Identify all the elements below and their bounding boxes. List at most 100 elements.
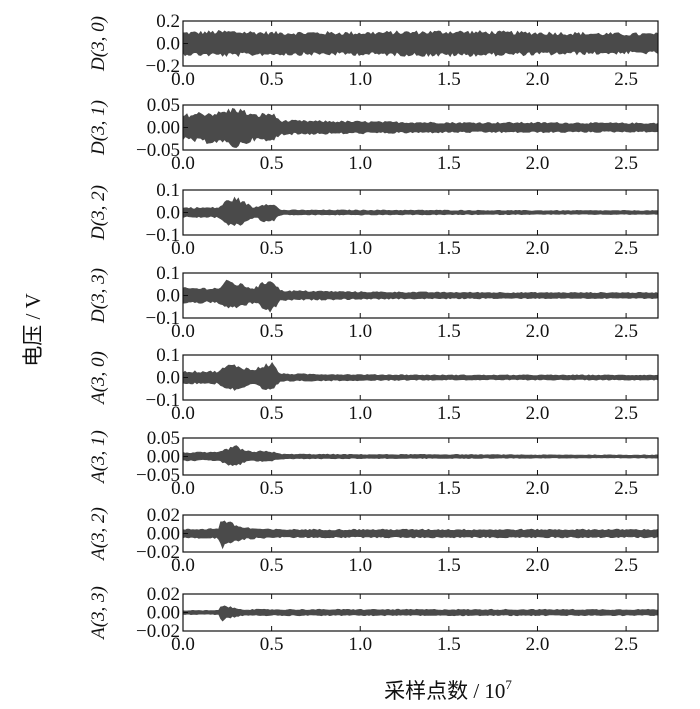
x-tick-label: 1.5 [437, 403, 461, 424]
x-tick-label: 2.0 [526, 321, 550, 342]
signal-series-d-3-1 [182, 108, 659, 148]
x-tick-label: 1.0 [348, 403, 372, 424]
signal-series-d-3-0 [182, 30, 659, 58]
x-tick-label: 0.0 [171, 478, 195, 499]
x-tick-label: 2.5 [614, 478, 638, 499]
x-tick-label: 0.5 [260, 555, 284, 576]
y-tick-label: 0.1 [156, 263, 180, 284]
signal-series-a-3-0 [182, 362, 659, 391]
y-tick-label: −0.02 [136, 621, 180, 642]
x-tick-label: 1.5 [437, 634, 461, 655]
x-tick-label: 0.0 [171, 403, 195, 424]
xlabel-main: 采样点数 / 10 [384, 679, 505, 703]
x-tick-label: 0.0 [171, 69, 195, 90]
subplot-ylabel: A(3, 1) [88, 430, 109, 485]
y-tick-label: −0.1 [146, 390, 180, 411]
subplot-ylabel: D(3, 2) [88, 185, 109, 241]
x-tick-label: 0.5 [260, 238, 284, 259]
y-tick-label: 0.02 [147, 505, 180, 526]
x-tick-label: 1.5 [437, 555, 461, 576]
x-tick-label: 0.0 [171, 555, 195, 576]
x-tick-label: 2.0 [526, 153, 550, 174]
y-tick-label: 0.0 [156, 34, 180, 55]
subplot-ylabel: A(3, 3) [88, 586, 109, 641]
x-tick-label: 1.5 [437, 69, 461, 90]
x-tick-label: 1.5 [437, 238, 461, 259]
figure-ylabel: 电压 / V [21, 293, 45, 367]
y-tick-label: 0.05 [147, 95, 180, 116]
subplot-ylabel: A(3, 0) [88, 351, 109, 406]
subplot-a-3-2: 0.0 0.5 1.0 1.5 2.0 2.5 0.020.00−0.02 A(3, 2) [88, 505, 659, 576]
subplot-a-3-0: 0.0 0.5 1.0 1.5 2.0 2.50.10.0−0.1A(3, 0) [88, 345, 659, 424]
xlabel-exponent: 7 [505, 677, 512, 692]
x-tick-label: 2.0 [526, 403, 550, 424]
x-tick-label: 1.0 [348, 69, 372, 90]
x-tick-label: 0.5 [260, 478, 284, 499]
x-tick-label: 2.0 [526, 634, 550, 655]
x-tick-label: 2.5 [614, 69, 638, 90]
x-tick-label: 2.5 [614, 403, 638, 424]
subplot-d-3-2: 0.0 0.5 1.0 1.5 2.0 2.50.10.0−0.1D(3, 2) [88, 180, 659, 259]
y-tick-label: 0.0 [156, 203, 180, 224]
signal-series-a-3-1 [182, 445, 659, 467]
y-tick-label: 0.00 [147, 603, 180, 624]
x-tick-label: 2.0 [526, 69, 550, 90]
x-tick-label: 1.0 [348, 478, 372, 499]
x-tick-label: 0.5 [260, 403, 284, 424]
signal-series-d-3-2 [182, 196, 659, 226]
x-tick-label: 0.5 [260, 321, 284, 342]
x-tick-label: 0.0 [171, 153, 195, 174]
y-tick-label: 0.05 [147, 428, 180, 449]
y-tick-label: 0.1 [156, 345, 180, 366]
x-tick-label: 2.5 [614, 238, 638, 259]
y-tick-label: 0.2 [156, 11, 180, 32]
x-tick-label: 2.5 [614, 153, 638, 174]
subplot-d-3-3: 0.0 0.5 1.0 1.5 2.0 2.50.10.0−0.1D(3, 3) [88, 263, 659, 342]
x-tick-label: 0.5 [260, 634, 284, 655]
subplot-ylabel: D(3, 1) [88, 100, 109, 156]
y-tick-label: 0.00 [147, 118, 180, 139]
x-tick-label: 2.5 [614, 321, 638, 342]
signal-series-a-3-3 [182, 605, 659, 622]
x-tick-label: 2.0 [526, 238, 550, 259]
x-tick-label: 1.0 [348, 555, 372, 576]
x-tick-label: 0.5 [260, 153, 284, 174]
x-tick-label: 1.0 [348, 321, 372, 342]
signal-series-a-3-2 [182, 520, 659, 550]
subplot-ylabel: D(3, 3) [88, 268, 109, 324]
x-tick-label: 2.0 [526, 555, 550, 576]
x-tick-label: 1.5 [437, 153, 461, 174]
x-tick-label: 2.5 [614, 634, 638, 655]
y-tick-label: 0.0 [156, 286, 180, 307]
x-tick-label: 1.0 [348, 238, 372, 259]
y-tick-label: −0.05 [136, 140, 180, 161]
y-tick-label: −0.1 [146, 225, 180, 246]
subplot-a-3-3: 0.0 0.5 1.0 1.5 2.0 2.5 0.020.00−0.02 A(3, 3) [88, 584, 659, 655]
subplot-ylabel: A(3, 2) [88, 507, 109, 562]
x-tick-label: 0.0 [171, 321, 195, 342]
x-tick-label: 2.5 [614, 555, 638, 576]
subplot-d-3-0: 0.0 0.5 1.0 1.5 2.0 2.50.20.0−0.2D(3, 0) [88, 11, 659, 90]
x-tick-label: 1.0 [348, 153, 372, 174]
y-tick-label: −0.1 [146, 308, 180, 329]
subplot-stack: 0.0 0.5 1.0 1.5 2.0 2.50.20.0−0.2D(3, 0)0.0 0.… [88, 11, 659, 655]
x-tick-label: 1.5 [437, 478, 461, 499]
x-tick-label: 2.0 [526, 478, 550, 499]
y-tick-label: −0.02 [136, 542, 180, 563]
subplot-d-3-1: 0.0 0.5 1.0 1.5 2.0 2.5 0.050.00−0.05 D(3, 1) [88, 95, 659, 174]
y-tick-label: 0.0 [156, 368, 180, 389]
y-tick-label: 0.00 [147, 447, 180, 468]
subplot-ylabel: D(3, 0) [88, 16, 109, 72]
y-tick-label: 0.02 [147, 584, 180, 605]
x-tick-label: 1.0 [348, 634, 372, 655]
y-tick-label: −0.2 [146, 56, 180, 77]
subplot-a-3-1: 0.0 0.5 1.0 1.5 2.0 2.5 0.050.00−0.05 A(3, 1) [88, 428, 659, 499]
x-tick-label: 0.5 [260, 69, 284, 90]
y-tick-label: 0.00 [147, 524, 180, 545]
signal-series-d-3-3 [182, 279, 659, 313]
y-tick-label: −0.05 [136, 465, 180, 486]
y-tick-label: 0.1 [156, 180, 180, 201]
x-tick-label: 0.0 [171, 238, 195, 259]
x-tick-label: 0.0 [171, 634, 195, 655]
